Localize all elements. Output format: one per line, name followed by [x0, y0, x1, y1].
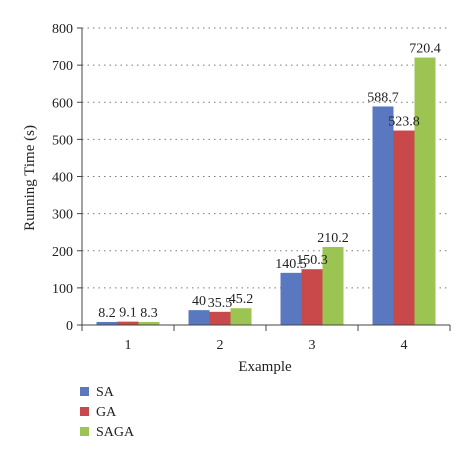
bar-saga-1 — [138, 321, 160, 325]
x-axis-title: Example — [238, 359, 292, 375]
legend-label-sa: SA — [96, 385, 115, 400]
bar-ga-1 — [117, 321, 139, 325]
data-label: 35.5 — [208, 296, 233, 311]
data-label: 45.2 — [229, 292, 254, 307]
bar-sa-1 — [96, 321, 118, 325]
bars — [96, 57, 436, 325]
y-tick-label: 500 — [52, 133, 73, 148]
y-tick-label: 400 — [52, 171, 73, 186]
data-label: 523.8 — [388, 115, 420, 130]
data-label: 8.2 — [98, 306, 116, 321]
bar-saga-3 — [322, 246, 344, 325]
bar-sa-4 — [372, 106, 394, 325]
gridlines — [82, 27, 450, 289]
y-tick-label: 300 — [52, 208, 73, 223]
legend-swatch-saga — [80, 427, 89, 436]
data-label: 140.5 — [275, 257, 307, 272]
legend-swatch-sa — [80, 387, 89, 396]
x-tick-label: 4 — [401, 338, 408, 353]
y-tick-label: 600 — [52, 96, 73, 111]
data-label: 8.3 — [140, 306, 158, 321]
data-label: 588.7 — [367, 90, 399, 105]
x-tick-label: 3 — [309, 338, 316, 353]
y-tick-label: 0 — [66, 319, 73, 334]
y-tick-labels: 0 100 200 300 400 500 600 700 800 — [52, 22, 73, 334]
axes — [77, 27, 451, 331]
x-tick-labels: 1 2 3 4 — [125, 338, 408, 353]
x-tick-label: 2 — [217, 338, 224, 353]
bar-sa-3 — [280, 272, 302, 325]
data-label: 210.2 — [317, 231, 349, 246]
data-label: 150.3 — [296, 253, 328, 268]
legend-swatch-ga — [80, 407, 89, 416]
y-tick-label: 200 — [52, 245, 73, 260]
bar-saga-4 — [414, 57, 436, 325]
legend-label-ga: GA — [96, 405, 117, 420]
legend-label-saga: SAGA — [96, 425, 135, 440]
bar-ga-2 — [209, 311, 231, 325]
y-axis-title: Running Time (s) — [22, 125, 38, 231]
y-tick-label: 800 — [52, 22, 73, 37]
data-label: 9.1 — [119, 306, 137, 321]
y-tick-label: 100 — [52, 282, 73, 297]
bar-ga-3 — [301, 269, 323, 325]
bar-ga-4 — [393, 130, 415, 325]
data-label: 40 — [192, 294, 206, 309]
x-tick-label: 1 — [125, 338, 132, 353]
bar-saga-2 — [230, 308, 252, 325]
y-tick-label: 700 — [52, 59, 73, 74]
bar-sa-2 — [188, 310, 210, 325]
data-label: 720.4 — [409, 42, 441, 57]
